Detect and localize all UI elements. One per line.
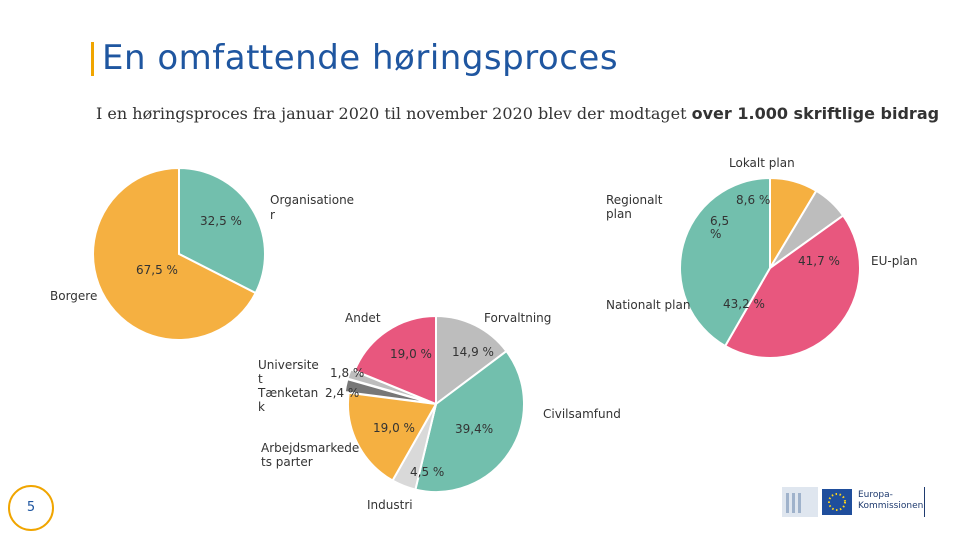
pie3-value-label: 2,4 %: [325, 386, 359, 400]
logo-text-line: Europa-: [858, 490, 893, 500]
pie-slice-nationalt-plan: [723, 214, 861, 359]
label-line: Organisatione: [270, 193, 354, 207]
pie1-value-label: 67,5 %: [136, 263, 178, 277]
european-commission-logo: [782, 487, 925, 517]
pie-slice-eu-plan: [679, 176, 771, 348]
pie-slice-civilsamfund: [414, 349, 525, 493]
pie-slice-organisationer: [178, 166, 266, 295]
pie2-category-label: Lokalt plan: [729, 156, 795, 170]
pie3-value-label: 19,0 %: [390, 347, 432, 361]
pie2-value-label: 8,6 %: [736, 193, 770, 207]
pie-chart-level: [679, 176, 861, 359]
pie-slice-arbejdsmarkedets-parter: [347, 391, 438, 482]
pie-slice-borgere: [92, 166, 257, 341]
page-subtitle: I en høringsproces fra januar 2020 til n…: [96, 104, 960, 123]
pie1-category-label: Borgere: [50, 289, 97, 303]
subtitle-highlight: over 1.000 skriftlige bidrag: [691, 104, 940, 123]
label-line: Regionalt: [606, 193, 663, 207]
label-line: r: [270, 208, 275, 222]
pie3-category-label: Arbejdsmarkede ts parter: [261, 441, 359, 469]
pie3-category-label: Civilsamfund: [543, 407, 621, 421]
logo-building-stripe: [786, 493, 789, 513]
label-line: Universite: [258, 358, 319, 372]
pie3-value-label: 14,9 %: [452, 345, 494, 359]
page-title: En omfattende høringsproces: [102, 38, 619, 78]
pie3-category-label: Tænketan k: [257, 386, 318, 414]
pie3-value-label: 1,8 %: [330, 366, 364, 380]
pie3-value-label: 4,5 %: [410, 465, 444, 479]
pie2-category-label: Regionalt plan: [606, 193, 663, 221]
pie-chart-organisation-type: [343, 314, 525, 493]
subtitle-text: I en høringsproces fra januar 2020 til n…: [96, 104, 692, 123]
logo-divider: [924, 487, 925, 517]
pie2-category-label: Nationalt plan: [606, 298, 690, 312]
title-accent-bar: [91, 42, 94, 76]
eu-stars-icon: [828, 493, 846, 511]
page-number: 5: [8, 485, 54, 531]
pie-slice-andet: [353, 314, 437, 406]
pie1-value-label: 32,5 %: [200, 214, 242, 228]
pie-slice-forvaltning: [435, 314, 508, 407]
pie1-category-label: Organisatione r: [270, 193, 354, 222]
logo-building-stripe: [792, 493, 795, 513]
logo-text: Europa- Kommissionen: [858, 490, 923, 512]
pie3-category-label: Industri: [367, 498, 413, 512]
eu-flag-icon: [822, 489, 852, 515]
label-line: %: [710, 227, 721, 241]
label-line: k: [258, 400, 265, 414]
label-line: t: [258, 372, 263, 386]
pie-chart-respondents: [92, 166, 266, 341]
pie2-value-label: 41,7 %: [798, 254, 840, 268]
pie3-category-label: Andet: [345, 311, 381, 325]
pie2-value-label: 6,5%: [710, 214, 729, 241]
pie3-category-label: Universite t: [258, 358, 319, 386]
pie2-category-label: EU-plan: [871, 254, 918, 268]
pie3-value-label: 39,4%: [455, 422, 493, 436]
pie3-value-label: 19,0 %: [373, 421, 415, 435]
logo-text-line: Kommissionen: [858, 501, 924, 511]
label-line: 6,5: [710, 214, 729, 228]
logo-building-stripe: [798, 493, 801, 513]
label-line: Arbejdsmarkede: [261, 441, 359, 455]
label-line: ts parter: [261, 455, 313, 469]
label-line: plan: [606, 207, 632, 221]
pie2-value-label: 43,2 %: [723, 297, 765, 311]
pie3-category-label: Forvaltning: [484, 311, 551, 325]
label-line: Tænketan: [257, 386, 318, 400]
